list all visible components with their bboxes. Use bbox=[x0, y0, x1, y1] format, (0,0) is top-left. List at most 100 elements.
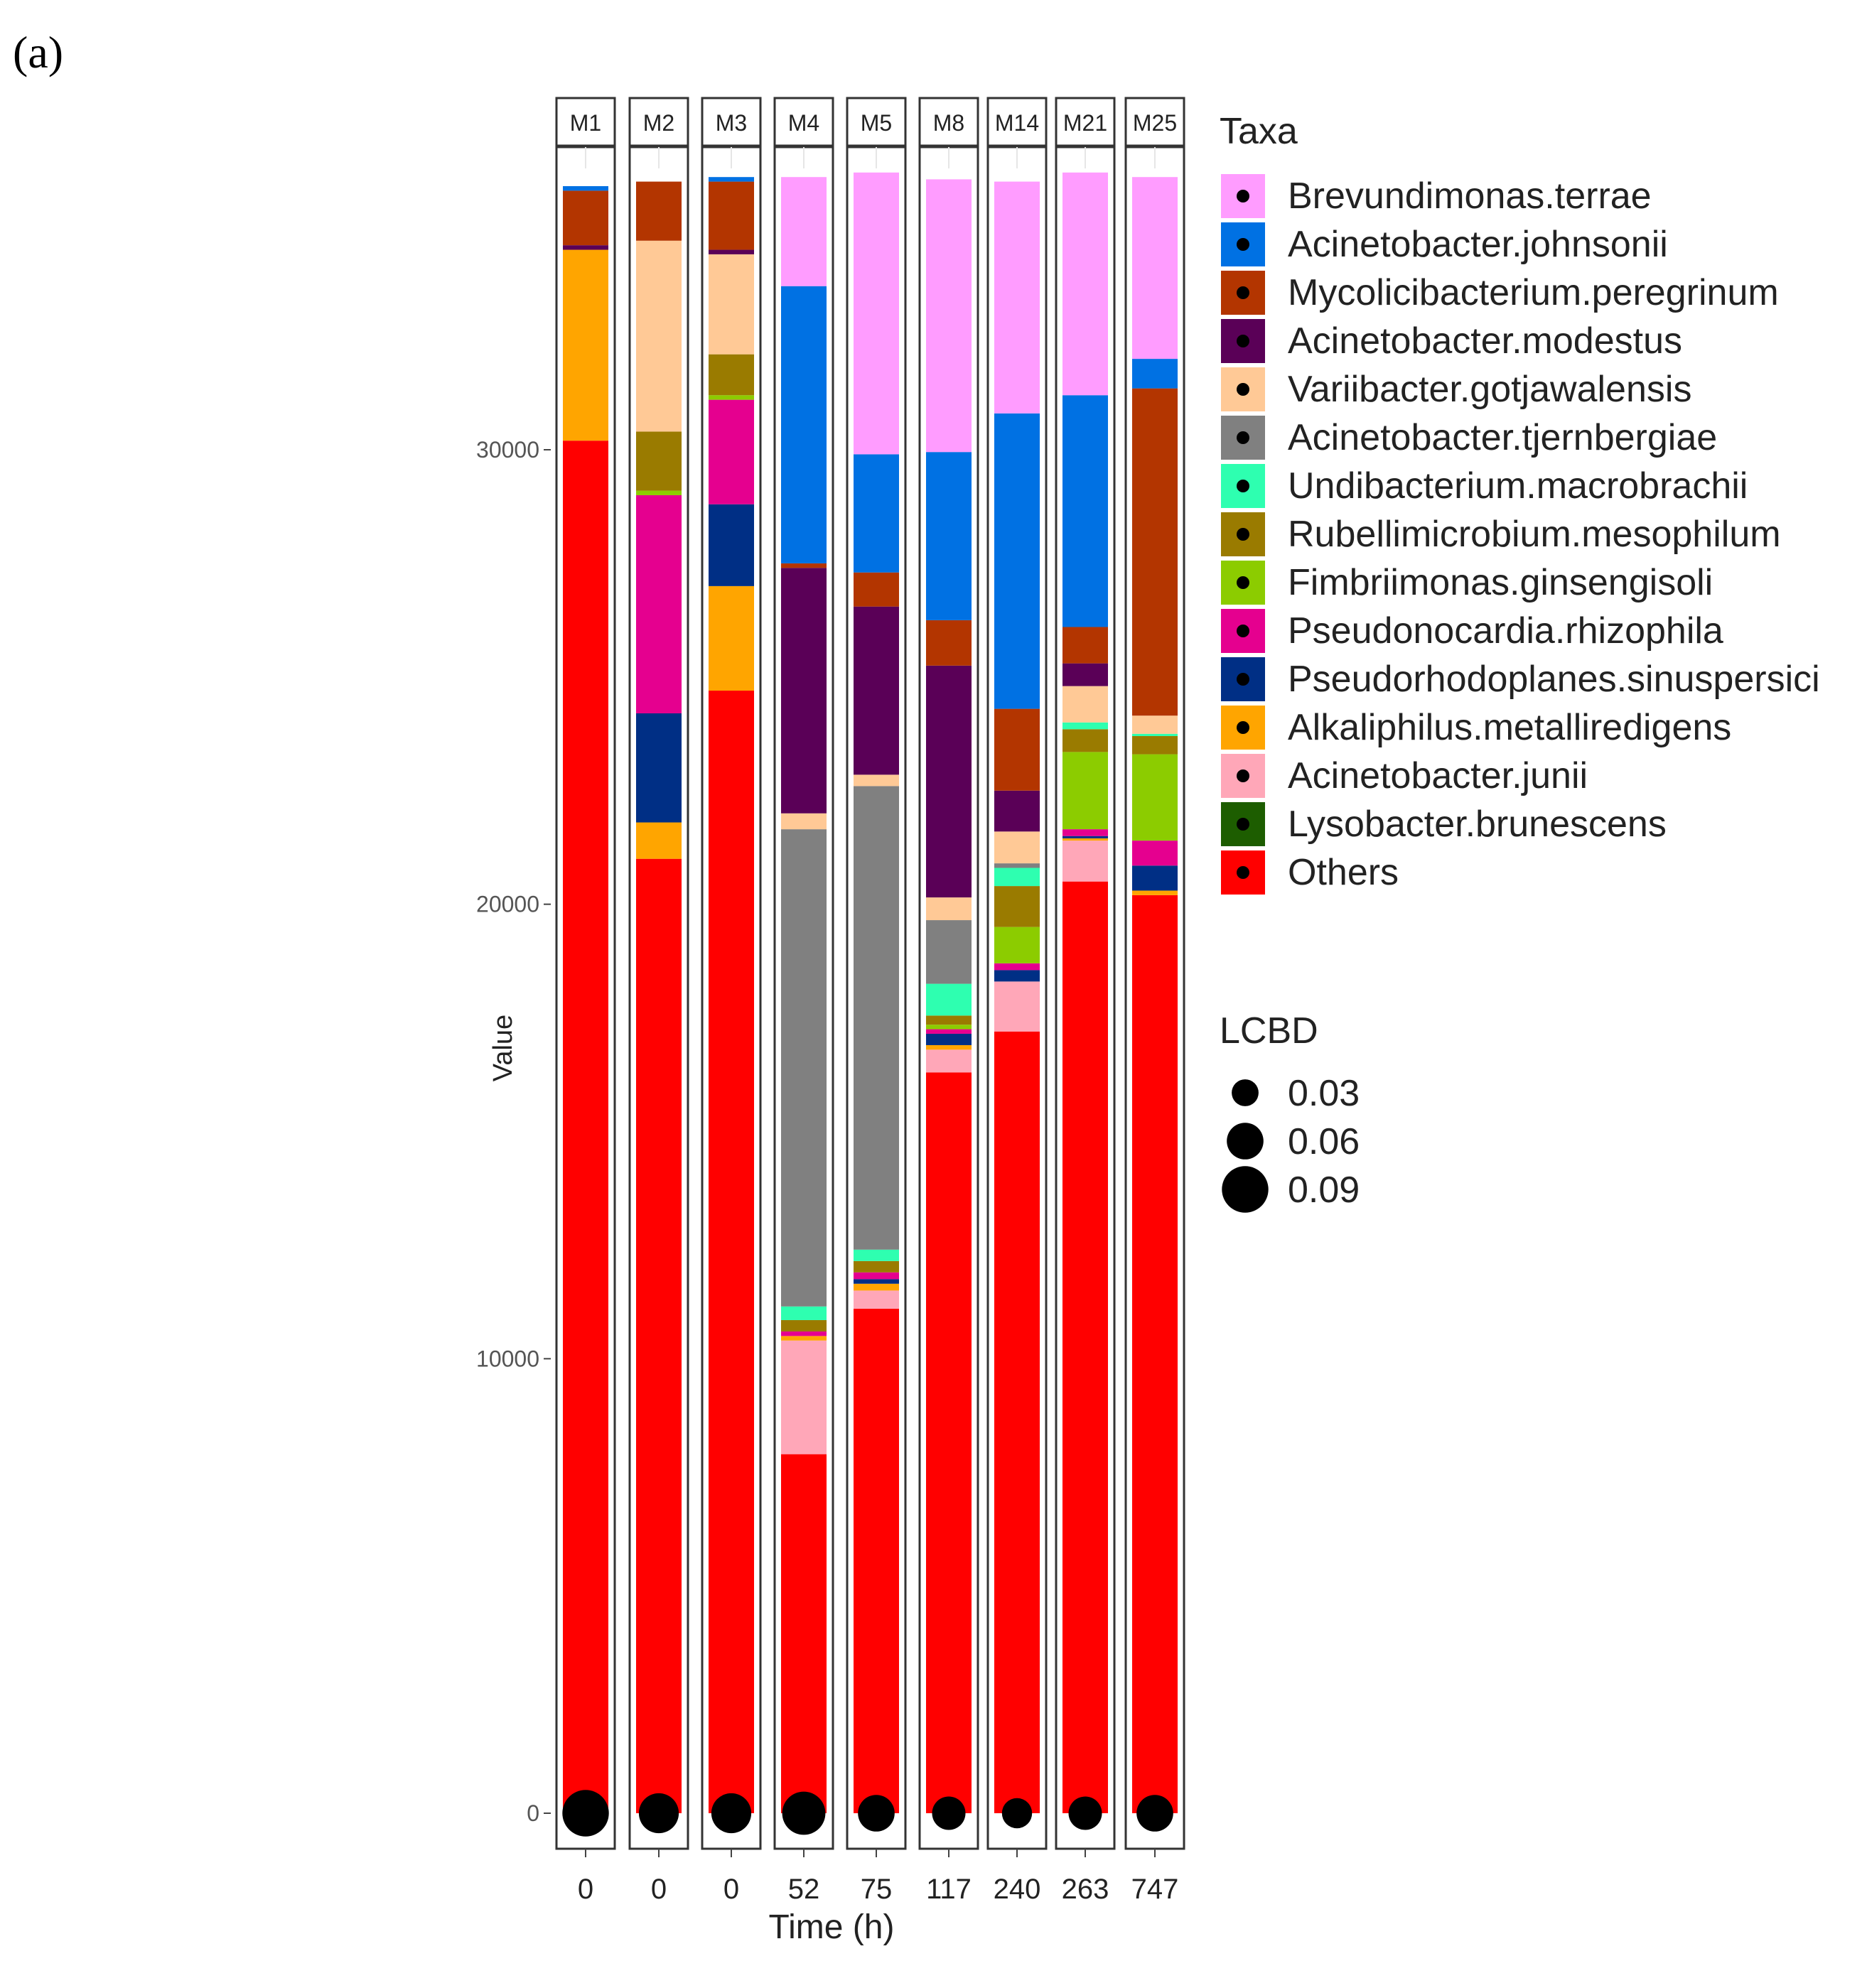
bar-segment bbox=[781, 563, 827, 568]
legend-title-lcbd: LCBD bbox=[1220, 1010, 1318, 1052]
bar-segment bbox=[1062, 395, 1108, 627]
bar-segment bbox=[709, 181, 754, 250]
bar-segment bbox=[994, 863, 1040, 868]
legend-label: Acinetobacter.johnsonii bbox=[1288, 224, 1668, 265]
bar-segment bbox=[1062, 752, 1108, 830]
facet-strip-label: M3 bbox=[716, 110, 747, 136]
bar-segment bbox=[781, 1319, 827, 1331]
bar-segment bbox=[854, 774, 899, 787]
x-tick-label: 117 bbox=[926, 1874, 972, 1905]
legend-title-taxa: Taxa bbox=[1220, 111, 1298, 152]
y-tick-label: 0 bbox=[527, 1800, 539, 1826]
legend-item: Variibacter.gotjawalensis bbox=[1221, 367, 1691, 411]
lcbd-legend: LCBD 0.03 0.06 0.09 bbox=[1220, 1010, 1360, 1213]
legend-dot bbox=[1237, 576, 1249, 589]
bar-segment bbox=[926, 1072, 972, 1813]
legend-dot bbox=[1237, 480, 1249, 492]
legend-dot bbox=[1237, 286, 1249, 299]
bar-segment bbox=[994, 981, 1040, 1032]
legend-dot bbox=[1237, 866, 1249, 879]
bar-segment bbox=[994, 970, 1040, 982]
bar-segment bbox=[636, 495, 682, 714]
y-tick-label: 20000 bbox=[476, 892, 539, 917]
bar-segment bbox=[1062, 722, 1108, 730]
legend-item: Pseudonocardia.rhizophila bbox=[1221, 609, 1723, 653]
bar-segment bbox=[1132, 895, 1178, 1813]
x-tick-label: 747 bbox=[1131, 1874, 1179, 1905]
lcbd-point bbox=[711, 1793, 752, 1834]
bar-segment bbox=[994, 886, 1040, 927]
bar-segment bbox=[636, 490, 682, 495]
x-tick-label: 240 bbox=[994, 1874, 1041, 1905]
legend-label: Pseudorhodoplanes.sinuspersici bbox=[1288, 659, 1820, 700]
legend-label: Brevundimonas.terrae bbox=[1288, 175, 1652, 217]
facet-panel-m14: M14 bbox=[986, 97, 1048, 1850]
legend-label: Undibacterium.macrobrachii bbox=[1288, 465, 1748, 507]
plot-area: M1 M2 M3 M4 M5 M8 M14 M21 M25 bbox=[555, 97, 1185, 1850]
axes: Value Time (h) 0 10000 20000 30000 0 0 0 52 75 11… bbox=[476, 437, 1178, 1946]
bar-segment bbox=[994, 790, 1040, 832]
bar-segment bbox=[854, 1279, 899, 1284]
bar-segment bbox=[926, 1033, 972, 1045]
bar-segment bbox=[854, 606, 899, 775]
bar-segment bbox=[854, 1283, 899, 1291]
bar-segment bbox=[1062, 686, 1108, 723]
x-axis-label: Time (h) bbox=[769, 1908, 895, 1946]
lcbd-point bbox=[932, 1796, 966, 1830]
lcbd-point bbox=[782, 1791, 826, 1835]
legend-label: Fimbriimonas.ginsengisoli bbox=[1288, 562, 1713, 603]
facet-strip-label: M14 bbox=[995, 110, 1039, 136]
legend-label: Rubellimicrobium.mesophilum bbox=[1288, 514, 1781, 555]
bar-segment bbox=[709, 249, 754, 254]
bar-segment bbox=[994, 708, 1040, 791]
legend-dot bbox=[1237, 721, 1249, 734]
legend-dot bbox=[1237, 431, 1249, 444]
legend-dot bbox=[1237, 625, 1249, 637]
bar-segment bbox=[1062, 841, 1108, 882]
legend-item: Acinetobacter.johnsonii bbox=[1221, 222, 1668, 266]
bar-segment bbox=[781, 1331, 827, 1336]
bar-segment bbox=[1132, 865, 1178, 891]
lcbd-point bbox=[1001, 1798, 1033, 1829]
facet-panel-m8: M8 bbox=[918, 97, 979, 1850]
facet-panel-m5: M5 bbox=[846, 97, 907, 1850]
facet-panel-m2: M2 bbox=[628, 97, 689, 1850]
bar-segment bbox=[1062, 729, 1108, 752]
bar-segment bbox=[636, 822, 682, 859]
facet-strip bbox=[773, 97, 834, 147]
legend-label: Acinetobacter.junii bbox=[1288, 755, 1588, 796]
bar-segment bbox=[1062, 838, 1108, 841]
bar-segment bbox=[709, 504, 754, 586]
bar-segment bbox=[1132, 754, 1178, 841]
facet-strip-label: M8 bbox=[933, 110, 964, 136]
lcbd-legend-label: 0.09 bbox=[1288, 1169, 1360, 1211]
bar-segment bbox=[781, 1336, 827, 1341]
bar-segment bbox=[854, 1249, 899, 1261]
legend-label: Acinetobacter.modestus bbox=[1288, 320, 1682, 362]
facet-strip bbox=[1124, 97, 1185, 147]
bar-segment bbox=[636, 181, 682, 241]
bar-segment bbox=[709, 585, 754, 691]
legend-item: Mycolicibacterium.peregrinum bbox=[1221, 271, 1779, 315]
bar-segment bbox=[1062, 836, 1108, 838]
bar-segment bbox=[563, 185, 608, 191]
bar-segment bbox=[854, 1272, 899, 1280]
bar-segment bbox=[994, 963, 1040, 971]
x-tick-label: 0 bbox=[578, 1874, 593, 1905]
bar-segment bbox=[781, 829, 827, 1307]
legend-item: Acinetobacter.junii bbox=[1221, 754, 1588, 798]
facet-strip-label: M5 bbox=[861, 110, 892, 136]
bar-segment bbox=[926, 1044, 972, 1050]
panel-label: (a) bbox=[13, 27, 63, 77]
legend: Taxa Brevundimonas.terrae Acinetobacter.j… bbox=[1220, 111, 1820, 895]
bar-segment bbox=[1132, 841, 1178, 866]
facet-strip bbox=[701, 97, 762, 147]
bar-segment bbox=[926, 1049, 972, 1073]
lcbd-point bbox=[638, 1793, 679, 1834]
bar-segment bbox=[926, 897, 972, 921]
legend-item: Acinetobacter.tjernbergiae bbox=[1221, 416, 1717, 460]
x-tick-label: 52 bbox=[788, 1874, 820, 1905]
bar-segment bbox=[854, 454, 899, 573]
lcbd-point bbox=[1068, 1796, 1102, 1830]
legend-item: Undibacterium.macrobrachii bbox=[1221, 464, 1748, 508]
